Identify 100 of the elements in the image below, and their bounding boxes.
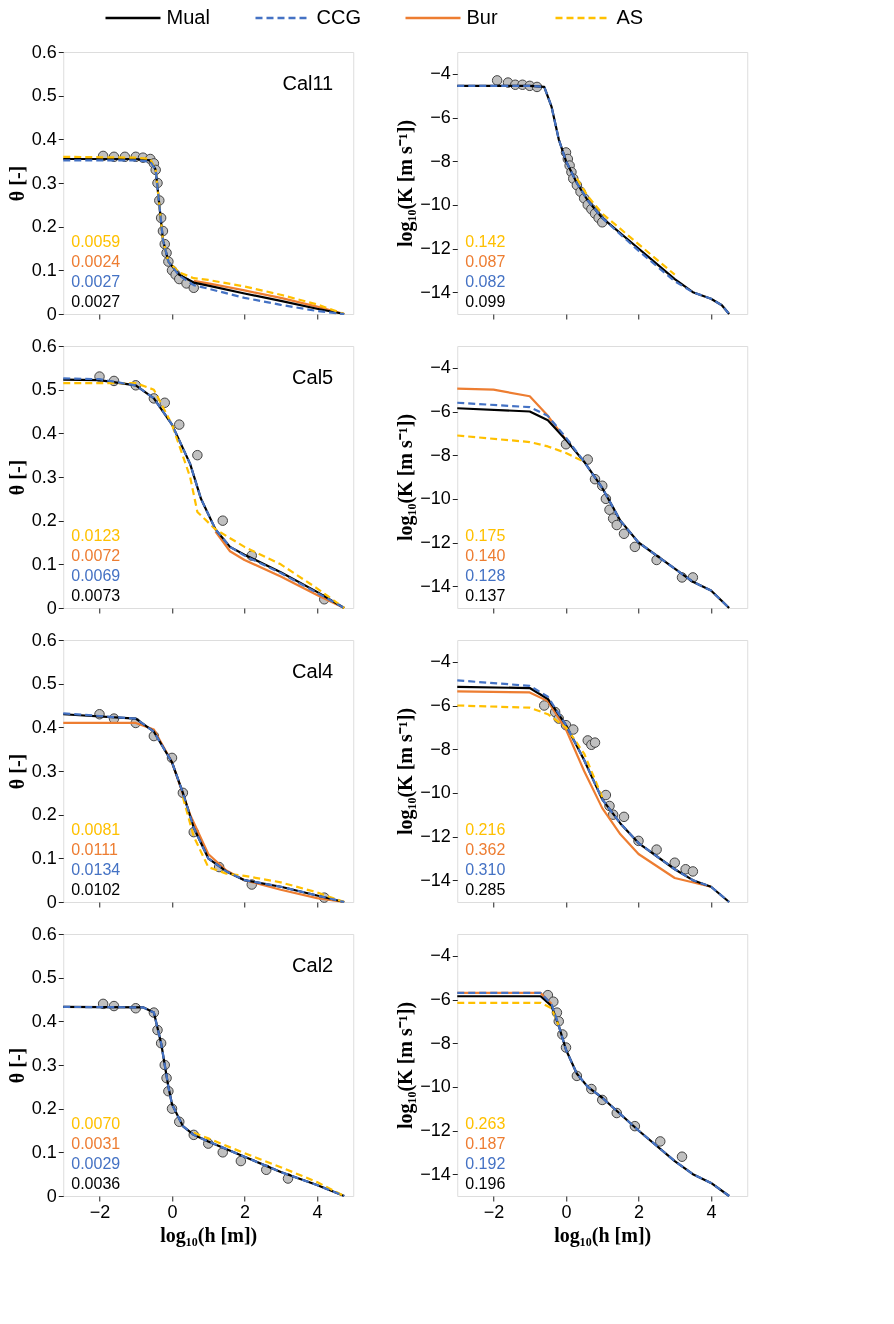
annotation: 0.0102 [71, 881, 121, 898]
annotation: 0.0123 [71, 527, 121, 544]
annotation: 0.0031 [71, 1135, 121, 1152]
annotation: 0.087 [465, 253, 506, 270]
annotation: 0.140 [465, 547, 506, 564]
y-tick-label: −10 [420, 1076, 451, 1097]
y-tick-label: 0.6 [31, 41, 57, 62]
annotation: 0.263 [465, 1115, 506, 1132]
y-tick-label: 0.4 [31, 1010, 57, 1031]
y-tick-label: −14 [420, 869, 451, 890]
y-tick-label: −8 [430, 150, 451, 171]
legend-label: AS [616, 6, 644, 28]
y-tick-label: −4 [430, 357, 451, 378]
annotation: 0.0024 [71, 253, 121, 270]
y-tick-label: 0.5 [31, 379, 57, 400]
y-tick-label: 0.3 [31, 760, 57, 781]
annotation: 0.0073 [71, 587, 121, 604]
y-tick-label: 0 [46, 597, 57, 618]
y-tick-label: −14 [420, 1163, 451, 1184]
y-tick-label: 0.4 [31, 716, 57, 737]
annotation: 0.0036 [71, 1175, 121, 1192]
y-tick-label: 0.4 [31, 422, 57, 443]
y-axis-title: log₁₀(K [m s⁻¹]) [394, 707, 418, 836]
y-tick-label: −6 [430, 107, 451, 127]
y-tick-label: −10 [420, 782, 451, 803]
annotation: 0.362 [465, 841, 506, 858]
y-tick-label: 0.1 [31, 1141, 57, 1162]
x-tick-label: 2 [239, 1201, 251, 1222]
annotation: 0.0027 [71, 293, 121, 310]
annotation: 0.0081 [71, 821, 121, 838]
y-axis-title: log₁₀(K [m s⁻¹]) [394, 1001, 418, 1130]
y-axis-title: θ [-] [5, 459, 28, 496]
annotation: 0.128 [465, 567, 506, 584]
y-tick-label: −14 [420, 575, 451, 596]
text: Cal5 [292, 366, 334, 388]
y-tick-label: 0.1 [31, 553, 57, 574]
text: Cal11 [282, 72, 334, 94]
x-tick-label: −2 [483, 1201, 505, 1222]
y-tick-label: 0.6 [31, 923, 57, 944]
y-tick-label: 0.1 [31, 847, 57, 868]
y-axis-title: θ [-] [5, 753, 28, 790]
legend-label: CCG [316, 6, 361, 28]
y-axis-title: θ [-] [5, 1047, 28, 1084]
y-tick-label: 0 [46, 303, 57, 324]
x-axis-title: log₁₀(h [m]) [160, 1223, 258, 1247]
y-tick-label: 0.6 [31, 335, 57, 356]
y-tick-label: 0.2 [31, 510, 57, 531]
annotation: 0.0029 [71, 1155, 121, 1172]
y-tick-label: −10 [420, 488, 451, 509]
x-tick-label: 2 [633, 1201, 645, 1222]
legend-label: Mual [166, 6, 210, 28]
annotation: 0.310 [465, 861, 506, 878]
y-tick-label: −12 [420, 532, 451, 552]
y-tick-label: 0.2 [31, 1098, 57, 1119]
x-tick-label: −2 [89, 1201, 111, 1222]
y-tick-label: 0.4 [31, 128, 57, 149]
x-tick-label: 4 [706, 1201, 717, 1222]
y-tick-label: 0 [46, 1185, 57, 1206]
annotation: 0.0069 [71, 567, 121, 584]
y-tick-label: 0.3 [31, 172, 57, 193]
annotation: 0.216 [465, 821, 506, 838]
y-tick-label: −8 [430, 1032, 451, 1053]
y-tick-label: −12 [420, 826, 451, 846]
annotation: 0.142 [465, 233, 506, 250]
y-axis-title: θ [-] [5, 165, 28, 202]
annotation: 0.099 [465, 293, 506, 310]
legend-label: Bur [466, 6, 498, 28]
y-tick-label: −8 [430, 444, 451, 465]
annotation: 0.0111 [71, 841, 118, 858]
annotation: 0.0059 [71, 233, 121, 250]
y-tick-label: −6 [430, 989, 451, 1009]
annotation: 0.175 [465, 527, 506, 544]
annotation: 0.0027 [71, 273, 121, 290]
annotation: 0.285 [465, 881, 506, 898]
annotation: 0.137 [465, 587, 506, 604]
y-tick-label: −6 [430, 401, 451, 421]
y-tick-label: 0.1 [31, 259, 57, 280]
y-tick-label: 0.6 [31, 629, 57, 650]
y-axis-title: log₁₀(K [m s⁻¹]) [394, 119, 418, 248]
y-tick-label: 0.2 [31, 804, 57, 825]
x-tick-label: 0 [561, 1201, 572, 1222]
y-tick-label: 0.2 [31, 216, 57, 237]
annotation: 0.0134 [71, 861, 121, 878]
y-tick-label: −14 [420, 281, 451, 302]
y-tick-label: −10 [420, 194, 451, 215]
y-axis-title: log₁₀(K [m s⁻¹]) [394, 413, 418, 542]
y-tick-label: 0.3 [31, 1054, 57, 1075]
x-tick-label: 0 [167, 1201, 178, 1222]
x-axis-title: log₁₀(h [m]) [554, 1223, 652, 1247]
annotation: 0.192 [465, 1155, 506, 1172]
annotation: 0.187 [465, 1135, 506, 1152]
text: Cal4 [292, 660, 334, 682]
y-tick-label: −4 [430, 63, 451, 84]
annotation: 0.0072 [71, 547, 121, 564]
text: Cal2 [292, 954, 334, 976]
y-tick-label: −12 [420, 1120, 451, 1140]
y-tick-label: −4 [430, 651, 451, 672]
y-tick-label: 0.5 [31, 673, 57, 694]
y-tick-label: −4 [430, 945, 451, 966]
y-tick-label: −8 [430, 738, 451, 759]
